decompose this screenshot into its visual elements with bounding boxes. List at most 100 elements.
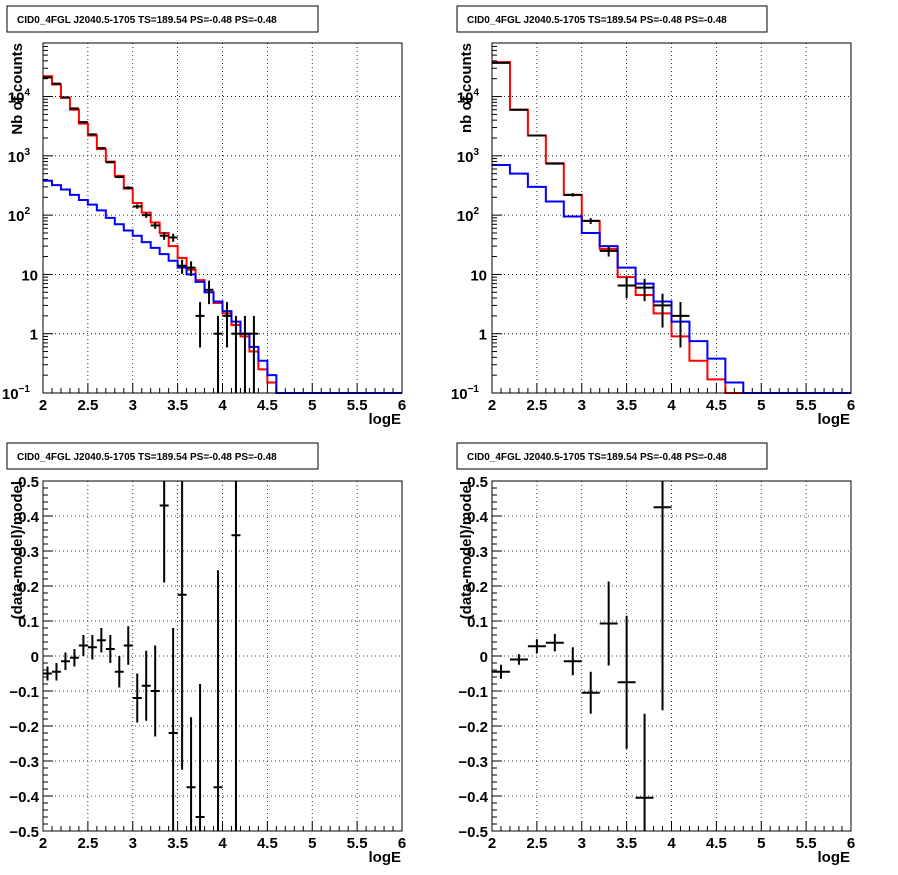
y-tick-label: 102 (457, 206, 480, 225)
x-tick-label: 2.5 (526, 835, 547, 852)
data-point (96, 147, 106, 150)
x-tick-label: 2.5 (77, 397, 98, 414)
data-point (78, 635, 88, 656)
y-tick-label: 0.3 (467, 544, 488, 561)
x-tick-label: 4 (667, 397, 676, 414)
data-point (159, 481, 169, 583)
grid (43, 43, 402, 393)
y-tick-label: 102 (8, 206, 31, 225)
y-axis: −0.5 −0.4 −0.3 −0.2 −0.1 0 0.1 0.2 0.3 0.4 0.5(dat… (9, 474, 53, 841)
y-axis-label: (data-model)/model (9, 481, 26, 619)
data-point (177, 259, 187, 274)
x-tick-label: 2 (488, 835, 496, 852)
data-point (60, 96, 70, 99)
data-point (204, 280, 214, 305)
x-tick-label: 3 (129, 397, 137, 414)
grid (492, 481, 851, 831)
data-point (527, 134, 546, 137)
y-tick-label: −0.2 (9, 719, 39, 736)
y-tick-label: −0.4 (458, 789, 488, 806)
x-tick-label: 5.5 (347, 835, 368, 852)
data-point (545, 162, 564, 165)
data-point (492, 664, 510, 679)
y-tick-label: 0.5 (467, 474, 488, 491)
grid (43, 481, 402, 831)
data-point (509, 108, 528, 111)
data-point (51, 663, 61, 681)
y-tick-label: −0.1 (9, 684, 39, 701)
title-box (6, 5, 319, 33)
x-tick-label: 3.5 (616, 397, 637, 414)
x-axis-label: logE (818, 411, 851, 428)
chart-title: CID0_4FGL J2040.5-1705 TS=189.54 PS=-0.4… (17, 452, 277, 463)
data-point (141, 650, 151, 721)
data-point (114, 175, 124, 179)
x-tick-label: 3.5 (167, 397, 188, 414)
y-tick-label: 0.3 (18, 544, 39, 561)
y-tick-label: 0 (480, 649, 488, 666)
x-tick-label: 5 (308, 835, 316, 852)
data-point (249, 315, 259, 393)
x-tick-label: 3 (578, 397, 586, 414)
data-point (186, 717, 196, 831)
data-point (177, 481, 187, 770)
data-point (141, 212, 151, 218)
x-tick-label: 4.5 (706, 397, 727, 414)
data-point (617, 615, 636, 749)
data-point (168, 233, 178, 242)
x-tick-label: 6 (847, 397, 855, 414)
y-tick-label: 10−1 (451, 384, 480, 403)
y-tick-label: 0.2 (18, 579, 39, 596)
x-axis-label: logE (369, 411, 402, 428)
x-tick-label: 5 (757, 835, 765, 852)
data-point (653, 293, 672, 328)
y-tick-label: 0.2 (467, 579, 488, 596)
x-tick-label: 4.5 (257, 835, 278, 852)
y-tick-label: −0.5 (9, 824, 39, 841)
chart-panel-3: 2 2.5 3 3.5 4 4.5 5 5.5 6logE−0.5−0.4−0.3−0.2−0.… (6, 442, 406, 866)
data-point (132, 673, 142, 723)
data-point (635, 278, 654, 302)
data-point (96, 628, 106, 653)
data-point (581, 671, 600, 714)
y-axis-label: nb of counts (458, 43, 475, 133)
y-axis-label: (data-model)/model (458, 481, 475, 619)
data-point (635, 713, 654, 831)
data-point (105, 161, 115, 164)
y-tick-label: 0.4 (18, 509, 40, 526)
title-box (6, 442, 319, 470)
y-tick-label: 104 (8, 88, 31, 107)
data-point (563, 647, 582, 676)
x-tick-label: 2 (39, 397, 47, 414)
data-point (545, 633, 564, 652)
x-tick-label: 4 (218, 397, 227, 414)
x-tick-label: 6 (847, 835, 855, 852)
data-point (159, 232, 169, 240)
y-tick-label: 0.1 (467, 614, 488, 631)
x-tick-label: 3.5 (616, 835, 637, 852)
data-point (599, 581, 618, 666)
data-point (231, 315, 241, 393)
y-tick-label: 0.4 (467, 509, 489, 526)
x-tick-label: 2.5 (526, 397, 547, 414)
y-tick-label: 0.1 (18, 614, 39, 631)
y-tick-label: 10 (21, 267, 38, 284)
data-points (492, 481, 672, 831)
y-tick-label: −0.5 (458, 824, 488, 841)
data-point (509, 654, 528, 665)
data-point (105, 635, 115, 663)
y-tick-label: 1 (479, 327, 487, 344)
data-point (150, 222, 160, 229)
data-point (563, 193, 582, 197)
y-tick-label: −0.3 (9, 754, 39, 771)
x-tick-label: 4 (218, 835, 227, 852)
title-box (456, 442, 768, 470)
data-point (123, 186, 133, 190)
x-tick-label: 2 (488, 397, 496, 414)
y-axis: −0.5 −0.4 −0.3 −0.2 −0.1 0 0.1 0.2 0.3 0.4 0.5(dat… (458, 474, 502, 841)
data-point (114, 656, 124, 688)
